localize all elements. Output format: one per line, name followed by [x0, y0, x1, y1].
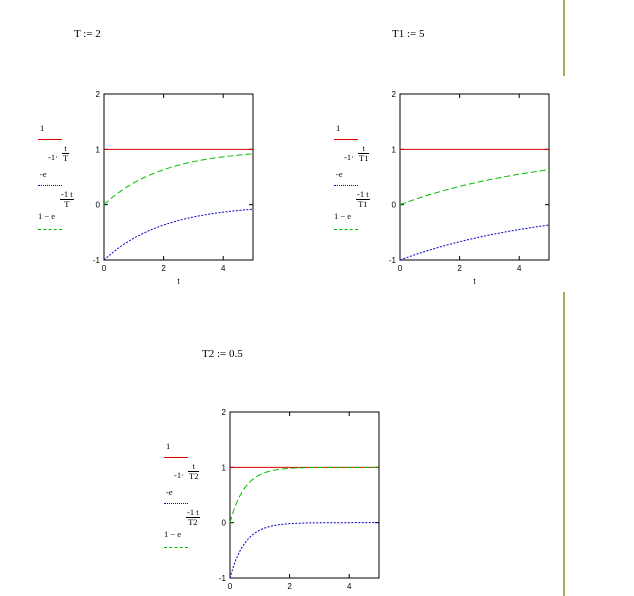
plot-1-chart[interactable]: 210-10 2 4t [90, 86, 265, 296]
legend-neg-e-swatch [164, 503, 188, 504]
plot-3-chart[interactable]: 210-10 2 4 [216, 404, 391, 594]
y-tick-label: 2 [392, 90, 397, 99]
legend-neg-e-label: -e [40, 169, 47, 179]
x-tick-label: 4 [221, 264, 226, 273]
legend-exp-prefix: -1· [174, 470, 184, 480]
y-tick-label: 1 [392, 145, 397, 154]
plot-1-legend: 1 -1· t T -e -1 t T 1 − e [38, 124, 108, 234]
legend-om-fraction: -1 t T1 [356, 189, 370, 209]
legend-om-fraction: -1 t T [60, 189, 74, 209]
legend-neg-e-label: -e [336, 169, 343, 179]
legend-one-minus-e-label: 1 − e [334, 211, 352, 221]
plot-2-legend: 1 -1· t T1 -e -1 t T1 1 − e [334, 124, 404, 234]
y-tick-label: 2 [96, 90, 101, 99]
legend-exp-fraction: t T [62, 143, 70, 163]
y-tick-label: 2 [222, 408, 227, 417]
y-tick-label: 0 [222, 519, 227, 528]
plot-3-legend: 1 -1· t T2 -e -1 t T2 1 − e [164, 442, 234, 552]
series-line-dashed [229, 466, 379, 523]
legend-one-minus-e-label: 1 − e [164, 529, 182, 539]
y-tick-label: -1 [93, 256, 101, 265]
plot-frame [103, 93, 254, 261]
legend-one-minus-e-swatch [164, 547, 188, 548]
plot-frame [229, 411, 380, 579]
legend-one-minus-e-label: 1 − e [38, 211, 56, 221]
series-line-dashed [103, 153, 254, 206]
series-line-dotted [103, 208, 254, 261]
series-line-dotted [399, 224, 550, 261]
page-divider-bottom [563, 292, 565, 596]
definition-T1[interactable]: T1 := 5 [392, 28, 425, 40]
y-tick-label: 1 [96, 145, 101, 154]
x-tick-label: 4 [347, 582, 352, 591]
legend-one-label: 1 [166, 441, 171, 451]
plot-frame [399, 93, 550, 261]
legend-one-swatch [334, 139, 358, 140]
page-divider-top [563, 0, 565, 76]
definition-T[interactable]: T := 2 [74, 28, 101, 40]
legend-exp-fraction: t T2 [188, 461, 200, 481]
legend-neg-e-swatch [38, 185, 62, 186]
x-tick-label: 0 [398, 264, 403, 273]
y-tick-label: 1 [222, 463, 227, 472]
legend-one-minus-e-swatch [334, 229, 358, 230]
legend-exp-prefix: -1· [344, 152, 354, 162]
y-tick-label: 0 [96, 201, 101, 210]
legend-one-label: 1 [336, 123, 341, 133]
y-tick-label: -1 [219, 574, 227, 583]
legend-om-fraction: -1 t T2 [186, 507, 200, 527]
x-tick-label: 2 [161, 264, 166, 273]
legend-one-swatch [38, 139, 62, 140]
y-tick-label: -1 [389, 256, 397, 265]
definition-T2[interactable]: T2 := 0.5 [202, 348, 243, 360]
legend-exp-prefix: -1· [48, 152, 58, 162]
x-axis-label: t [177, 277, 180, 286]
x-tick-label: 2 [287, 582, 292, 591]
y-tick-label: 0 [392, 201, 397, 210]
legend-neg-e-label: -e [166, 487, 173, 497]
legend-one-swatch [164, 457, 188, 458]
x-axis-label: t [473, 277, 476, 286]
series-line-dashed [399, 169, 550, 206]
x-tick-label: 0 [102, 264, 107, 273]
legend-one-label: 1 [40, 123, 45, 133]
legend-one-minus-e-swatch [38, 229, 62, 230]
x-tick-label: 2 [457, 264, 462, 273]
plot-2-chart[interactable]: 210-10 2 4t [386, 86, 561, 296]
legend-exp-fraction: t T1 [358, 143, 370, 163]
x-tick-label: 0 [228, 582, 233, 591]
x-tick-label: 4 [517, 264, 522, 273]
legend-neg-e-swatch [334, 185, 358, 186]
